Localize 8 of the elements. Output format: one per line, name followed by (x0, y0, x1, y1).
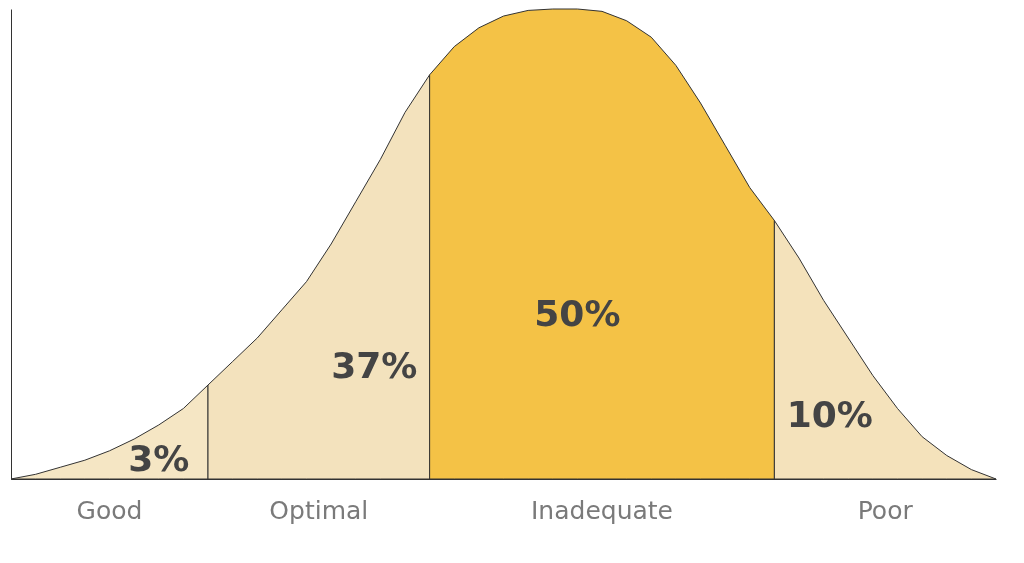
series-label: Inadequate (530, 496, 674, 525)
series-label: Poor (857, 496, 914, 525)
annotation: 50% (534, 292, 621, 334)
series-label: Optimal (269, 496, 369, 525)
annotation: 10% (786, 394, 873, 436)
annotation: 37% (331, 345, 418, 387)
series-label: Good (76, 496, 143, 525)
annotation: 3% (128, 438, 190, 480)
